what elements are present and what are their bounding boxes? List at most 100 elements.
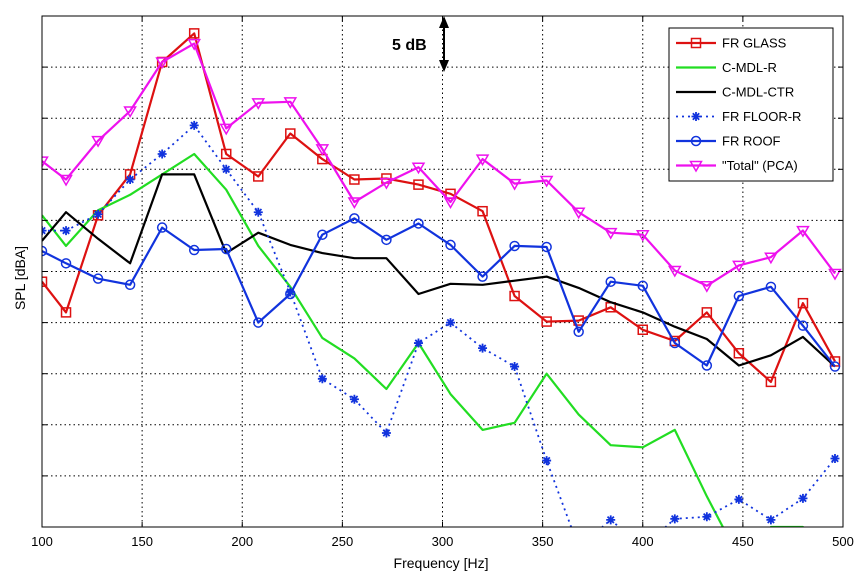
data-point-fr-glass bbox=[253, 171, 264, 182]
legend-label: FR GLASS bbox=[722, 36, 787, 51]
data-point-fr-roof bbox=[124, 279, 136, 291]
x-tick-label: 450 bbox=[732, 534, 754, 549]
data-point-fr-floor-r bbox=[381, 428, 391, 438]
legend-entry-c-mdl-ctr: C-MDL-CTR bbox=[676, 85, 794, 100]
data-point-total-pca bbox=[700, 281, 714, 293]
series-line-fr-roof bbox=[42, 217, 836, 368]
data-point-fr-glass bbox=[797, 297, 809, 309]
series-line-c-mdl-ctr bbox=[42, 173, 836, 368]
data-point-fr-glass bbox=[285, 128, 296, 139]
data-point-total-pca bbox=[635, 229, 650, 242]
legend-entry-fr-glass: FR GLASS bbox=[676, 36, 787, 51]
legend-entry-fr-roof: FR ROOF bbox=[676, 134, 781, 149]
data-point-fr-floor-r bbox=[478, 343, 488, 353]
x-tick-label: 300 bbox=[432, 534, 454, 549]
data-point-fr-roof bbox=[445, 239, 456, 251]
scale-annotation: 5 dB bbox=[392, 16, 449, 72]
data-point-fr-floor-r bbox=[734, 494, 744, 504]
data-point-fr-floor-r bbox=[766, 515, 776, 525]
x-axis-label: Frequency [Hz] bbox=[394, 555, 489, 571]
x-tick-label: 100 bbox=[31, 534, 53, 549]
data-point-fr-roof bbox=[765, 281, 777, 293]
data-point-fr-roof bbox=[669, 337, 681, 349]
data-point-fr-roof bbox=[60, 258, 72, 269]
legend-box bbox=[668, 27, 834, 182]
data-point-fr-roof bbox=[220, 243, 232, 255]
data-point-total-pca bbox=[42, 156, 49, 169]
legend-label: C-MDL-CTR bbox=[722, 85, 794, 100]
series-c-mdl-r bbox=[42, 152, 805, 527]
data-point-fr-roof bbox=[285, 288, 296, 300]
data-point-fr-roof bbox=[637, 280, 648, 292]
legend-entry-c-mdl-r: C-MDL-R bbox=[676, 60, 777, 75]
y-axis-label: SPL [dBA] bbox=[12, 246, 28, 310]
data-point-total-pca bbox=[123, 106, 137, 119]
data-point-fr-roof bbox=[477, 271, 488, 282]
legend-label: "Total" (PCA) bbox=[722, 158, 798, 173]
data-point-fr-glass bbox=[701, 307, 713, 318]
x-tick-label: 200 bbox=[231, 534, 253, 549]
series-line-c-mdl-r bbox=[42, 152, 805, 527]
series-layer bbox=[42, 28, 842, 552]
legend-label: C-MDL-R bbox=[722, 60, 777, 75]
data-point-fr-roof bbox=[829, 361, 841, 372]
data-point-fr-floor-r bbox=[157, 149, 167, 159]
data-point-total-pca bbox=[667, 265, 682, 278]
data-point-fr-roof bbox=[92, 273, 104, 284]
data-point-fr-glass bbox=[220, 148, 232, 160]
data-point-fr-glass bbox=[765, 376, 777, 388]
data-point-fr-glass bbox=[413, 179, 424, 190]
series-c-mdl-ctr bbox=[42, 173, 836, 368]
data-point-total-pca bbox=[315, 144, 330, 156]
data-point-fr-glass bbox=[637, 324, 648, 336]
data-point-fr-roof bbox=[381, 234, 392, 246]
data-point-fr-roof bbox=[509, 240, 520, 252]
scale-annotation-label: 5 dB bbox=[392, 37, 427, 54]
data-point-fr-floor-r bbox=[61, 226, 71, 236]
data-point-fr-floor-r bbox=[798, 493, 808, 503]
data-point-total-pca bbox=[507, 178, 522, 191]
data-point-total-pca bbox=[764, 252, 778, 265]
legend-entry-total-pca: "Total" (PCA) bbox=[676, 158, 798, 173]
data-point-total-pca bbox=[219, 123, 234, 136]
data-point-total-pca bbox=[59, 174, 73, 187]
tick-layer: 100 150 200 250 300 350 400 450 500 bbox=[31, 16, 854, 549]
data-point-fr-floor-r bbox=[317, 374, 327, 384]
data-point-total-pca bbox=[475, 154, 490, 167]
legend-label: FR FLOOR-R bbox=[722, 109, 801, 124]
data-point-fr-roof bbox=[701, 360, 713, 371]
data-point-fr-floor-r bbox=[349, 394, 359, 404]
scale-arrow-up-icon bbox=[439, 16, 449, 28]
data-point-fr-roof bbox=[188, 244, 200, 256]
data-point-fr-floor-r bbox=[253, 207, 263, 217]
data-point-fr-glass bbox=[509, 290, 520, 302]
legend-marker bbox=[690, 37, 702, 49]
data-point-fr-floor-r bbox=[670, 514, 680, 524]
data-point-fr-glass bbox=[349, 174, 360, 185]
data-point-fr-floor-r bbox=[542, 456, 552, 466]
data-point-fr-floor-r bbox=[606, 515, 616, 525]
data-point-fr-floor-r bbox=[413, 338, 423, 348]
x-tick-label: 150 bbox=[131, 534, 153, 549]
data-point-fr-floor-r bbox=[221, 164, 231, 174]
data-point-fr-roof bbox=[797, 320, 809, 331]
data-point-fr-roof bbox=[317, 229, 328, 240]
data-point-total-pca bbox=[443, 197, 458, 210]
scale-arrow-down-icon bbox=[439, 60, 449, 72]
data-point-total-pca bbox=[91, 135, 105, 148]
data-point-fr-glass bbox=[60, 307, 72, 318]
legend-marker bbox=[690, 135, 702, 147]
x-tick-label: 500 bbox=[832, 534, 854, 549]
data-point-fr-roof bbox=[253, 317, 264, 328]
data-point-total-pca bbox=[828, 268, 842, 281]
data-point-fr-floor-r bbox=[574, 543, 583, 552]
legend-label: FR ROOF bbox=[722, 134, 781, 149]
data-point-fr-roof bbox=[541, 241, 552, 253]
data-point-total-pca bbox=[347, 197, 362, 210]
x-tick-label: 350 bbox=[532, 534, 554, 549]
data-point-fr-roof bbox=[42, 245, 48, 257]
data-point-total-pca bbox=[251, 98, 266, 110]
data-point-total-pca bbox=[155, 57, 169, 69]
data-point-total-pca bbox=[796, 225, 810, 238]
